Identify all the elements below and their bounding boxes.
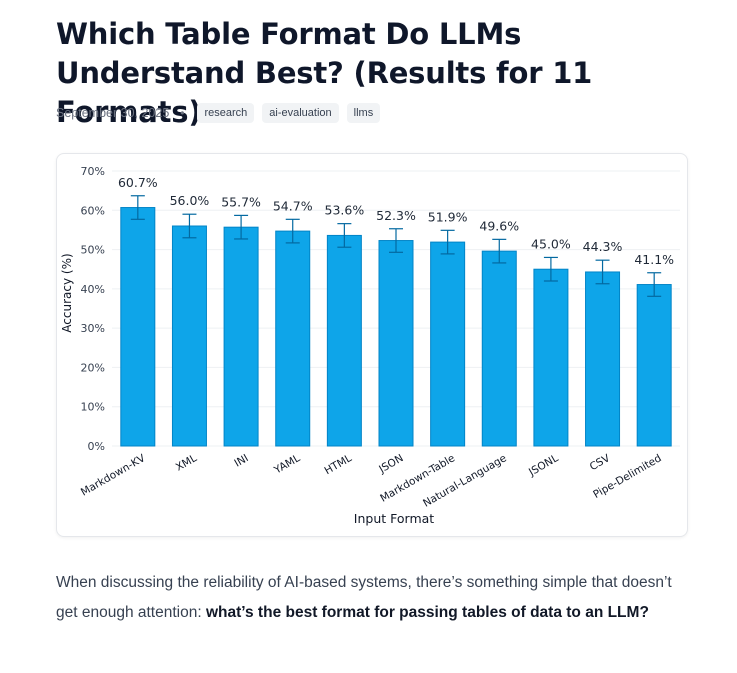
intro-question: what’s the best format for passing table… xyxy=(205,604,649,621)
chart-error-bars xyxy=(130,195,662,297)
x-tick-label: INI xyxy=(232,452,250,469)
chart-x-axis: Markdown-KV XML INI YAML HTML JSONMarkdown-Ta… xyxy=(79,452,664,510)
value-label: 44.3% xyxy=(583,239,623,254)
x-tick-label: CSV xyxy=(588,452,613,473)
x-axis-title: Input Format xyxy=(354,511,434,526)
bar-ini xyxy=(223,226,259,447)
y-tick-label: 50% xyxy=(81,244,105,257)
value-label: 49.6% xyxy=(479,218,519,233)
bar-html xyxy=(326,234,362,447)
value-label: 41.1% xyxy=(634,252,674,267)
intro-text: When discussing the reliability of AI-ba… xyxy=(56,574,672,621)
value-label: 45.0% xyxy=(531,236,571,251)
y-tick-label: 0% xyxy=(88,440,105,453)
value-label: 56.0% xyxy=(170,193,210,208)
article-title: Which Table Format Do LLMs Understand Be… xyxy=(56,17,593,129)
bar-markdown-kv xyxy=(120,207,156,447)
chart-bars xyxy=(120,207,672,447)
chart-card: 0% 10% 20% 30% 40% 50% 60% 70% 60.7% 56.0% 55.7% 5… xyxy=(56,153,688,537)
x-tick-label: HTML xyxy=(323,452,354,477)
accuracy-bar-chart: 0% 10% 20% 30% 40% 50% 60% 70% 60.7% 56.0% 55.7% 5… xyxy=(60,165,680,526)
bar-pipe-delimited xyxy=(636,284,672,447)
bar-jsonl xyxy=(533,268,569,447)
x-tick-label: Markdown-KV xyxy=(79,452,148,499)
bar-natural-language xyxy=(481,250,517,447)
bar-markdown-table xyxy=(430,241,466,447)
y-axis-title: Accuracy (%) xyxy=(60,253,74,332)
x-tick-label: YAML xyxy=(271,452,302,477)
x-tick-label: JSON xyxy=(376,452,405,476)
chart-value-labels: 60.7% 56.0% 55.7% 54.7% 53.6% 52.3% 51.9% 49.6%… xyxy=(118,175,674,267)
y-tick-label: 40% xyxy=(81,283,105,296)
publish-date: September 30, 2025 xyxy=(56,106,170,120)
value-label: 53.6% xyxy=(325,203,365,218)
article-meta: September 30, 2025 • research ai-evaluat… xyxy=(56,102,388,124)
x-tick-label: JSONL xyxy=(526,452,560,479)
chart-y-axis: 0% 10% 20% 30% 40% 50% 60% 70% xyxy=(81,165,105,453)
x-tick-label: XML xyxy=(174,452,199,474)
y-tick-label: 10% xyxy=(81,401,105,414)
value-label: 54.7% xyxy=(273,198,313,213)
tag-research[interactable]: research xyxy=(197,103,255,123)
intro-paragraph: When discussing the reliability of AI-ba… xyxy=(56,568,696,628)
value-label: 55.7% xyxy=(221,194,261,209)
y-tick-label: 60% xyxy=(81,204,105,217)
value-label: 60.7% xyxy=(118,175,158,190)
bar-yaml xyxy=(275,230,311,447)
tag-llms[interactable]: llms xyxy=(346,103,381,123)
bar-xml xyxy=(171,225,207,447)
bar-json xyxy=(378,240,414,447)
tag-ai-evaluation[interactable]: ai-evaluation xyxy=(262,103,339,123)
meta-separator: • xyxy=(180,106,185,120)
value-label: 51.9% xyxy=(428,209,468,224)
y-tick-label: 20% xyxy=(81,361,105,374)
value-label: 52.3% xyxy=(376,208,416,223)
bar-csv xyxy=(585,271,621,447)
y-tick-label: 30% xyxy=(81,322,105,335)
y-tick-label: 70% xyxy=(81,165,105,178)
